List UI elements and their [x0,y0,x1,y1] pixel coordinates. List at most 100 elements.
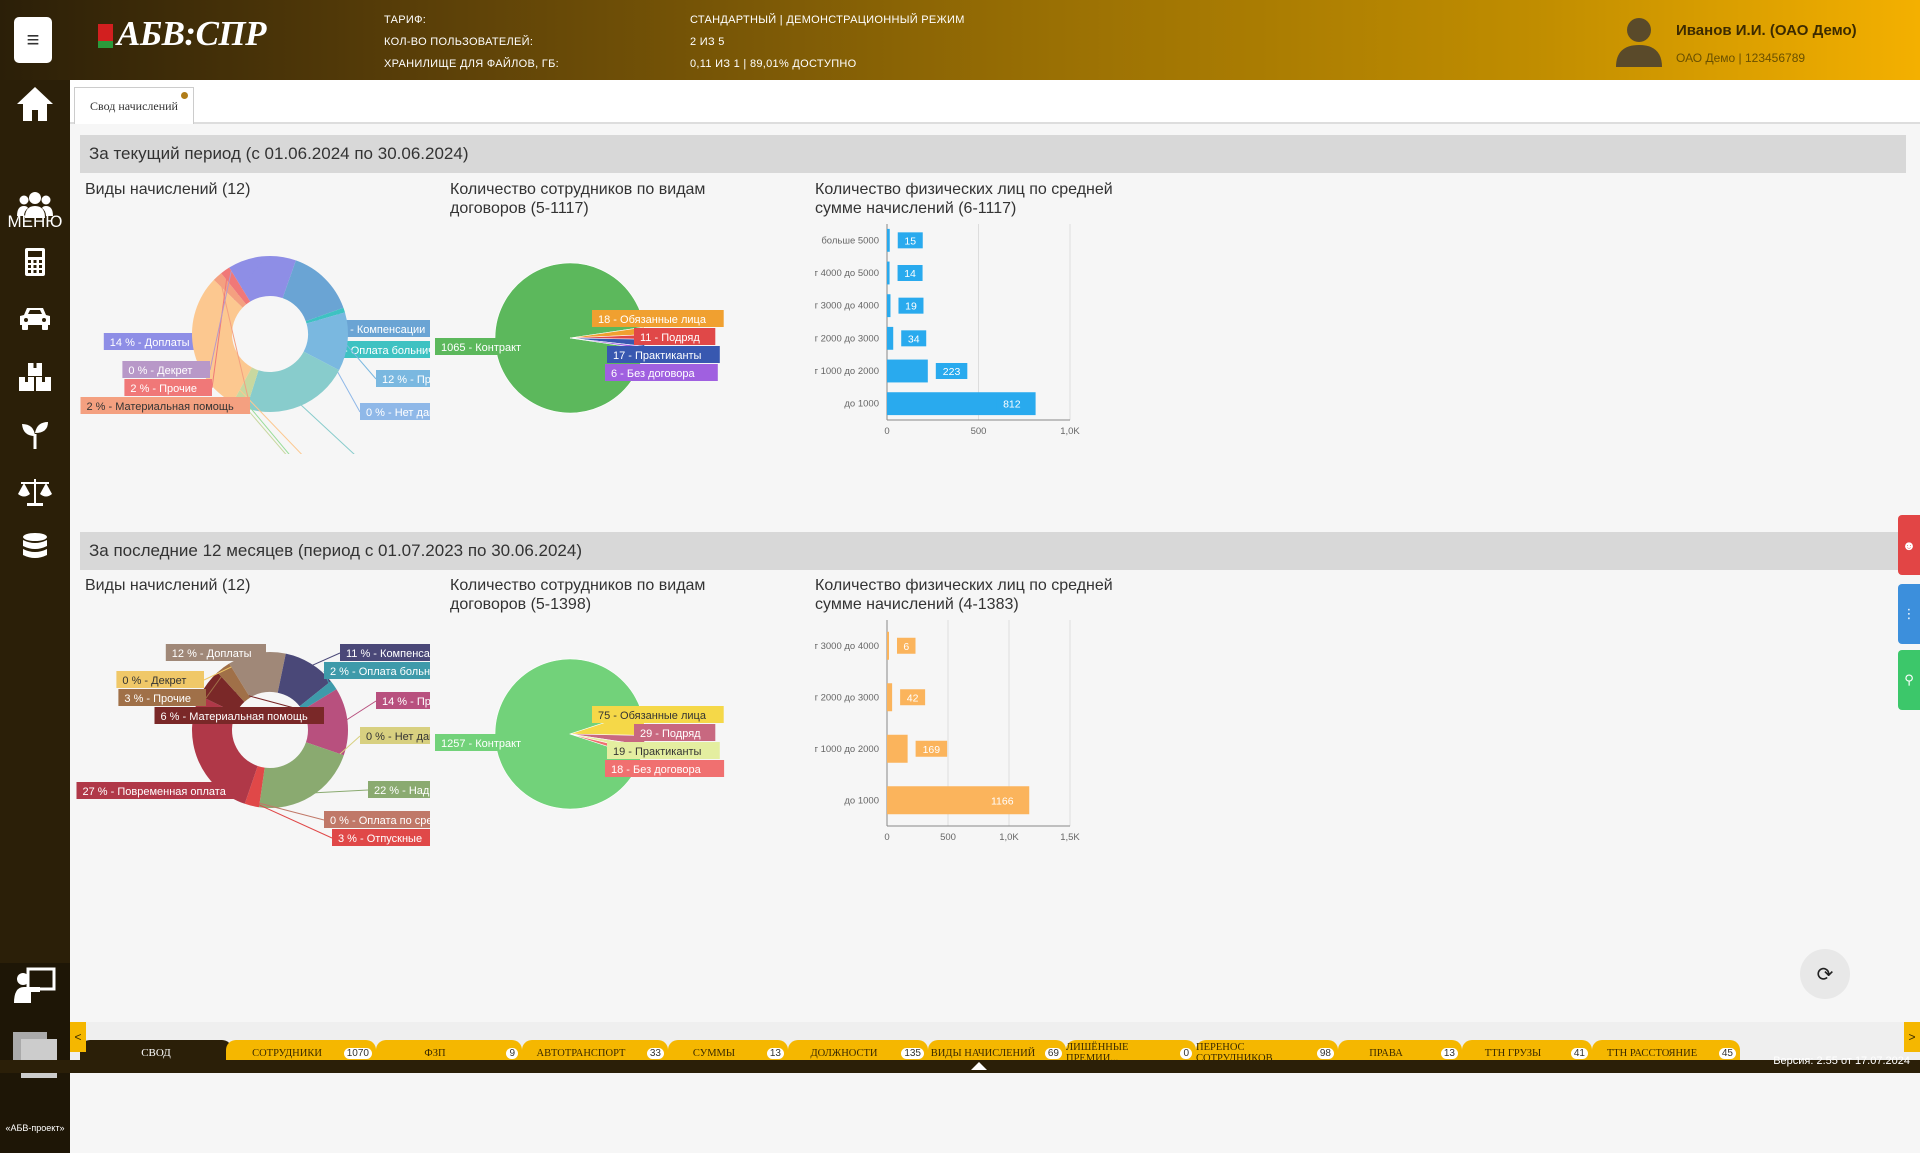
x-tick-label: 0 [884,426,889,437]
bar-value-badge [897,637,916,654]
bar-value-badge [898,297,924,314]
bar-value-label: 15 [904,235,916,247]
bar-value-badge [897,265,923,281]
presenter-icon[interactable] [0,967,70,1005]
bottom-tab-count: 45 [1718,1048,1736,1059]
users-icon[interactable] [0,190,70,220]
svg-text:12 % - Доплаты: 12 % - Доплаты [172,648,252,660]
y-tick-label: от 2000 до 3000 [815,692,879,703]
user-icon[interactable]: ☻ [1898,515,1920,575]
tab-bar: Свод начислений [70,80,1920,124]
bar-value-label: 169 [923,744,941,756]
pie-slice-label: 75 - Обязанные лица [592,706,724,723]
bottom-tab-label: ТТН РАССТОЯНИЕ [1606,1047,1698,1059]
hamburger-icon[interactable]: ≡ [14,17,52,63]
donut-slice[interactable] [221,267,251,305]
svg-text:14 % - Премия: 14 % - Премия [382,696,430,708]
bar[interactable] [887,294,891,318]
donut-slice[interactable] [213,273,247,308]
donut-slice[interactable] [229,256,296,302]
sidebar: МЕНЮ «АБВ-проект» [0,80,70,1153]
donut-slice[interactable] [259,742,344,808]
scroll-right-icon[interactable]: > [1904,1022,1920,1052]
storage-label: ХРАНИЛИЩЕ ДЛЯ ФАЙЛОВ, ГБ: [384,58,559,70]
bar[interactable] [887,359,928,383]
bar-value-badge [900,689,926,706]
bottom-tab-count: 0 [1180,1048,1192,1059]
y-tick-label: от 4000 до 5000 [815,268,879,279]
search-icon[interactable]: ⚲ [1898,650,1920,710]
bar[interactable] [887,261,890,285]
donut-slice[interactable] [305,307,345,324]
svg-text:29 - Подряд: 29 - Подряд [640,728,701,740]
sprout-icon[interactable] [0,420,70,450]
y-tick-label: больше 5000 [821,235,879,246]
dots-icon[interactable]: ⋮ [1898,584,1920,644]
donut-slice[interactable] [302,689,348,756]
bar[interactable] [887,631,889,660]
x-tick-label: 500 [940,832,956,843]
svg-text:2 % - Прочие: 2 % - Прочие [130,383,197,395]
donut-slice[interactable] [217,663,251,702]
refresh-icon[interactable]: ⟳ [1800,949,1850,999]
tab-svod-nachisleniy[interactable]: Свод начислений [74,87,194,124]
scroll-left-icon[interactable]: < [70,1022,86,1052]
donut-slice-label: 3 % - Прочие [118,689,206,706]
svg-text:3 % - Прочие: 3 % - Прочие [124,693,191,705]
bottom-strip [0,1060,1920,1073]
y-tick-label: от 3000 до 4000 [815,641,879,652]
menu-label[interactable]: МЕНЮ [7,212,63,231]
donut-slice[interactable] [303,312,348,371]
svg-text:0 % - Декрет: 0 % - Декрет [128,365,192,377]
bar-title-12m: Количество физических лиц по средней сум… [815,577,1113,613]
donut-slice[interactable] [199,672,245,714]
scales-icon[interactable] [0,477,70,507]
donut-slice-label: 12 % - Премия [376,370,430,387]
donut-slice[interactable] [299,681,337,711]
boxes-icon[interactable] [0,362,70,392]
bottom-tab-count: 1070 [343,1048,372,1059]
section-header-current: За текущий период (с 01.06.2024 по 30.06… [80,135,1906,173]
home-icon[interactable] [0,84,70,124]
leader-line [205,670,226,699]
donut-slice-label: 0 % - Нет данных [360,403,430,420]
bottom-tab-count: 33 [646,1048,664,1059]
svg-text:75 - Обязанные лица: 75 - Обязанные лица [598,710,707,722]
calculator-icon[interactable] [0,247,70,277]
donut-slice[interactable] [282,260,344,322]
chevron-up-icon[interactable] [970,1061,988,1071]
donut-slice[interactable] [277,653,331,707]
svg-text:0 % - Нет данных: 0 % - Нет данных [366,407,430,419]
avatar-icon[interactable] [1612,15,1666,67]
pie-slice-label: 17 - Практиканты [607,346,720,363]
bar[interactable] [887,228,890,252]
y-tick-label: от 3000 до 4000 [815,301,879,312]
bar[interactable] [887,683,893,712]
svg-text:0 % - Оплата по среднему: 0 % - Оплата по среднему [330,815,430,827]
car-icon[interactable] [0,305,70,331]
donut-slice[interactable] [229,652,286,698]
bottom-tab-label: ДОЛЖНОСТИ [810,1047,878,1059]
y-tick-label: до 1000 [844,795,879,806]
database-icon[interactable] [0,532,70,564]
bottom-tab-label: АВТОТРАНСПОРТ [536,1047,626,1059]
pie-slice-label: 19 - Практиканты [607,742,720,759]
donut-slice[interactable] [246,351,340,412]
tariff-label: ТАРИФ: [384,14,427,26]
donut-slice-label: 27 % - Повременная оплата [76,782,246,799]
bar[interactable] [887,326,894,350]
x-tick-label: 1,5K [1060,832,1080,843]
pie-chart-12m: 1257 - Контракт 75 - Обязанные лица 29 - П… [435,658,725,810]
pie-slice-label: 6 - Без договора [605,364,718,381]
bar[interactable] [887,734,908,763]
y-tick-label: от 1000 до 2000 [815,744,879,755]
main-content: За текущий период (с 01.06.2024 по 30.06… [70,124,1906,1024]
user-name[interactable]: Иванов И.И. (ОАО Демо) [1676,22,1857,39]
version-label: Версия: 2.55 от 17.07.2024 [1773,1055,1910,1067]
svg-text:27 % - Повременная оплата: 27 % - Повременная оплата [83,786,227,798]
svg-text:17 - Практиканты: 17 - Практиканты [613,350,702,362]
bar-value-label: 19 [905,301,917,313]
svg-text:11 % - Компенсации: 11 % - Компенсации [346,648,430,660]
donut-slice[interactable] [244,765,265,808]
